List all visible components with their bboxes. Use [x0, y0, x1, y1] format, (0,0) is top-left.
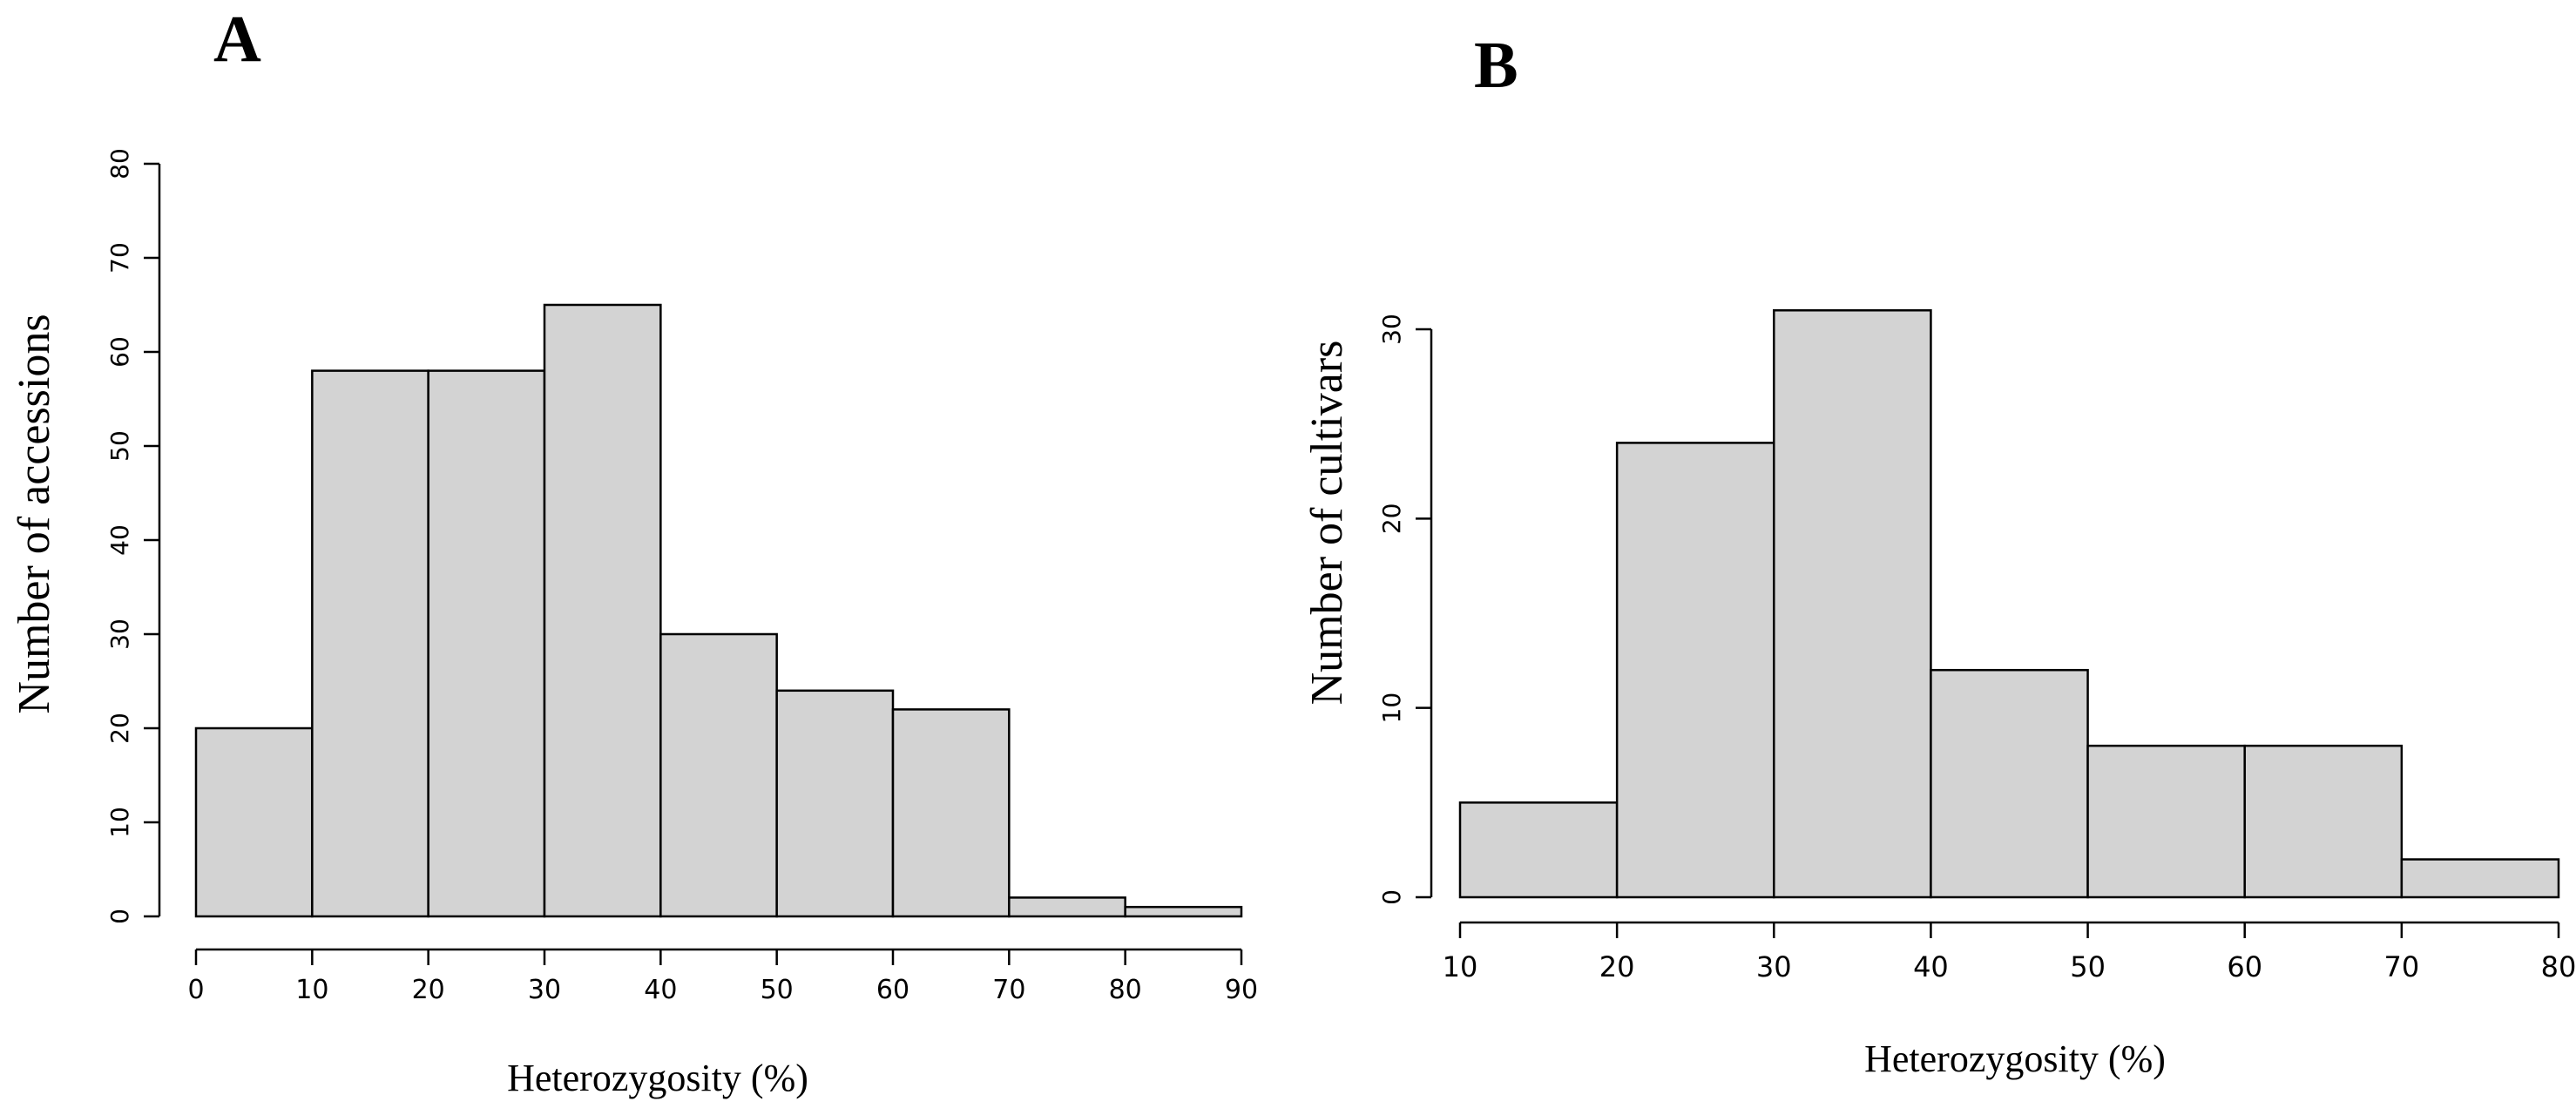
panel-a-x-axis-title: Heterozygosity (%) — [507, 1057, 808, 1099]
panel-a-x-tick-label: 90 — [1225, 975, 1258, 1005]
panel-a-y-axis-title: Number of accessions — [10, 314, 59, 713]
panel-a-bar-50-60 — [775, 689, 895, 918]
panel-a-x-tick-label: 80 — [1109, 975, 1142, 1005]
panel-a-y-tick-label: 80 — [105, 148, 134, 179]
panel-b-x-tick-label: 20 — [1599, 950, 1635, 983]
panel-b: B 0 10 20 30 10 20 30 40 50 60 70 80 Heterozygosit… — [1302, 29, 2576, 1080]
panel-b-label: B — [1474, 29, 1518, 102]
panel-b-x-tick-label: 10 — [1443, 950, 1478, 983]
panel-a-x-tick-label: 20 — [412, 975, 445, 1005]
panel-a-bar-0-10 — [194, 726, 314, 918]
panel-a-x-tick-label: 0 — [187, 975, 204, 1005]
panel-b-y-tick-label: 0 — [1377, 889, 1406, 905]
panel-a-y-tick-label: 10 — [105, 807, 134, 838]
panel-a-y-tick-label: 30 — [105, 618, 134, 650]
panel-b-x-axis-title: Heterozygosity (%) — [1864, 1037, 2166, 1080]
panel-b-bar-40-50 — [1930, 668, 2089, 899]
panel-b-bar-50-60 — [2086, 744, 2246, 899]
panel-a-bar-30-40 — [543, 303, 662, 918]
panel-a-bar-70-80 — [1008, 896, 1126, 918]
panel-b-bar-30-40 — [1773, 309, 1932, 899]
panel-a-bar-10-20 — [311, 369, 429, 918]
panel-b-x-tick-label: 60 — [2227, 950, 2262, 983]
panel-a-x-tick-label: 50 — [761, 975, 794, 1005]
panel-a-y-tick-label: 60 — [105, 336, 134, 368]
panel-b-x-axis: 10 20 30 40 50 60 70 80 — [1443, 921, 2576, 983]
panel-b-y-axis: 0 10 20 30 — [1377, 314, 1433, 905]
panel-a-x-axis: 0 10 20 30 40 50 60 70 80 90 — [187, 948, 1258, 1005]
panel-a-label: A — [213, 3, 261, 76]
panel-a-y-tick-label: 50 — [105, 430, 134, 462]
panel-a-bar-60-70 — [891, 708, 1011, 918]
panel-a-bar-80-90 — [1124, 905, 1243, 918]
panel-b-y-tick-label: 10 — [1377, 693, 1406, 724]
panel-a-x-tick-label: 30 — [528, 975, 561, 1005]
panel-a-y-tick-label: 70 — [105, 242, 134, 274]
panel-b-x-tick-label: 30 — [1756, 950, 1792, 983]
panel-b-x-tick-label: 40 — [1913, 950, 1949, 983]
panel-a-x-tick-label: 60 — [876, 975, 909, 1005]
panel-b-bar-70-80 — [2400, 858, 2560, 899]
panel-b-bar-10-20 — [1458, 801, 1619, 899]
panel-b-x-tick-label: 70 — [2383, 950, 2419, 983]
panel-b-y-tick-label: 20 — [1377, 503, 1406, 535]
panel-a-y-tick-label: 0 — [105, 909, 134, 924]
panel-b-x-tick-label: 80 — [2541, 950, 2576, 983]
panel-a-y-tick-label: 20 — [105, 713, 134, 744]
panel-b-bar-20-30 — [1615, 442, 1775, 899]
panel-a-x-tick-label: 70 — [992, 975, 1025, 1005]
panel-a-y-axis: 0 10 20 30 40 50 60 70 80 — [105, 148, 161, 924]
panel-a-bar-40-50 — [659, 632, 778, 918]
panel-a-bar-20-30 — [427, 369, 546, 918]
panel-a-y-tick-label: 40 — [105, 524, 134, 556]
panel-b-bar-60-70 — [2243, 744, 2404, 899]
panel-b-x-tick-label: 50 — [2070, 950, 2106, 983]
panel-a-bars — [194, 303, 1243, 918]
panel-a-x-tick-label: 10 — [295, 975, 328, 1005]
panel-b-bars — [1458, 309, 2560, 899]
panel-b-y-axis-title: Number of cultivars — [1302, 341, 1352, 706]
panel-b-y-tick-label: 30 — [1377, 314, 1406, 345]
panel-a-x-tick-label: 40 — [644, 975, 677, 1005]
